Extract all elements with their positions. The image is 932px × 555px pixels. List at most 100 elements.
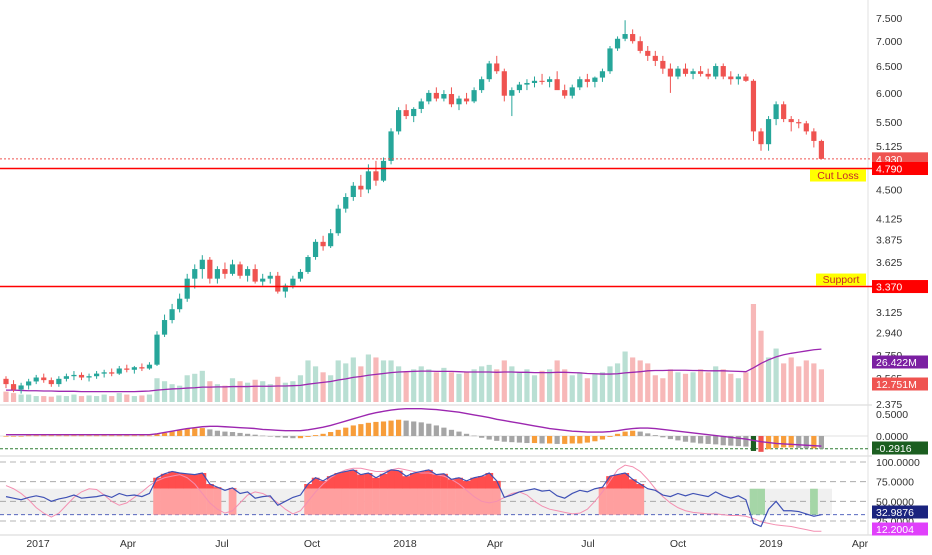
macd-bar [788,436,794,448]
candle-body [660,60,666,69]
macd-value-badge: -0.2916 [872,441,928,455]
rsi-overbought-fill [160,473,169,489]
volume-bar [743,372,749,402]
macd-bar [282,436,288,438]
volume-bar [660,378,666,402]
rsi-overbought-band [485,488,494,515]
macd-bar [214,430,220,436]
volume-bar [645,363,651,402]
macd-bar [735,436,741,447]
candle-body [788,119,794,123]
macd-bar [139,435,145,437]
volume-bar [343,363,349,402]
volume-bar [290,381,296,402]
macd-bar [433,425,439,436]
price-levels: Cut Loss Support [0,158,872,288]
volume-bar [56,395,62,402]
price-tick-label: 5.500 [876,117,902,129]
volume-bar [86,395,92,402]
macd-bar [252,434,258,436]
volume-ma-line [6,348,822,393]
volume-bar [245,382,251,402]
volume-bar [765,357,772,402]
macd-bar [94,435,100,437]
volume-bar [509,366,515,402]
rsi-overbought-fill [206,484,214,489]
volume-bar [781,363,787,402]
macd-bar [312,435,319,436]
volume-bar [479,366,485,402]
candle-body [818,140,824,159]
volume-bar [418,366,424,402]
grid-lines [0,0,872,536]
rsi-tick-label: 50.0000 [876,496,914,508]
volume-bar [222,385,228,402]
candle-body [403,110,409,117]
volume-bar [373,357,379,402]
rsi-value-badge: 32.9876 [872,505,928,519]
macd-bar [403,420,409,436]
volume-ma-badge-text: 26.422M [876,357,917,369]
price-tick-label: 7.500 [876,13,902,25]
candle-body [184,278,190,299]
rsi-tick-label: 75.0000 [876,477,914,489]
volume-bar [275,376,281,402]
volume-bar [161,381,168,402]
candle-body [131,367,137,370]
candle-body [584,79,590,82]
candle-body [192,269,198,279]
rsi-overbought-fill [364,473,373,489]
candle-body [124,368,130,370]
macd-bar [547,436,553,444]
rsi-overbought-band [198,488,207,515]
candle-body [312,241,319,258]
macd-bar [146,435,153,437]
rsi-overbought-fill [341,471,350,489]
macd-bar [539,436,545,444]
macd-bar [169,431,175,436]
volume-bar [78,396,85,402]
rsi-overbought-fill [606,476,614,489]
candle-body [335,208,341,234]
macd-bar [471,435,477,437]
macd-bar [577,436,583,444]
candle-body [547,79,553,82]
volume-bar [622,351,628,402]
volume-badge: 12.751M [872,377,928,391]
candle-body [350,185,356,198]
volume-bar [773,348,779,402]
macd-bar [10,436,17,437]
x-tick-label: 2019 [759,538,783,550]
volume-bar [592,373,598,402]
rsi-overbought-fill [213,487,222,489]
rsi-overbought-fill [432,474,441,489]
rsi-overbought-band [440,488,448,515]
rsi-value-badge-bg [872,505,928,519]
volume-bar [199,370,205,402]
rsi-overbought-fill [168,471,177,489]
macd-bar [675,436,681,441]
macd-bar [569,436,575,444]
volume-bar [637,360,643,402]
rsi-oversold-band [757,488,765,515]
macd-bar [607,436,613,437]
macd-bar [33,435,39,437]
macd-value-badge-text: -0.2916 [876,443,912,455]
rsi-overbought-band [417,488,426,515]
macd-tick-label: 0.0000 [876,431,908,443]
volume-bar [667,369,673,402]
rsi-overbought-band [470,488,479,515]
volume-bar [109,396,115,402]
volume-bar [516,372,522,402]
volume-bar [305,360,311,402]
candle-body [343,197,349,209]
candle-body [743,76,749,81]
candle-body [161,320,168,335]
volume-bar [94,396,100,402]
price-tick-label: 2.375 [876,399,902,411]
rsi-overbought-band [326,488,335,515]
rsi-overbought-fill [190,474,199,489]
candle-body [796,122,802,124]
